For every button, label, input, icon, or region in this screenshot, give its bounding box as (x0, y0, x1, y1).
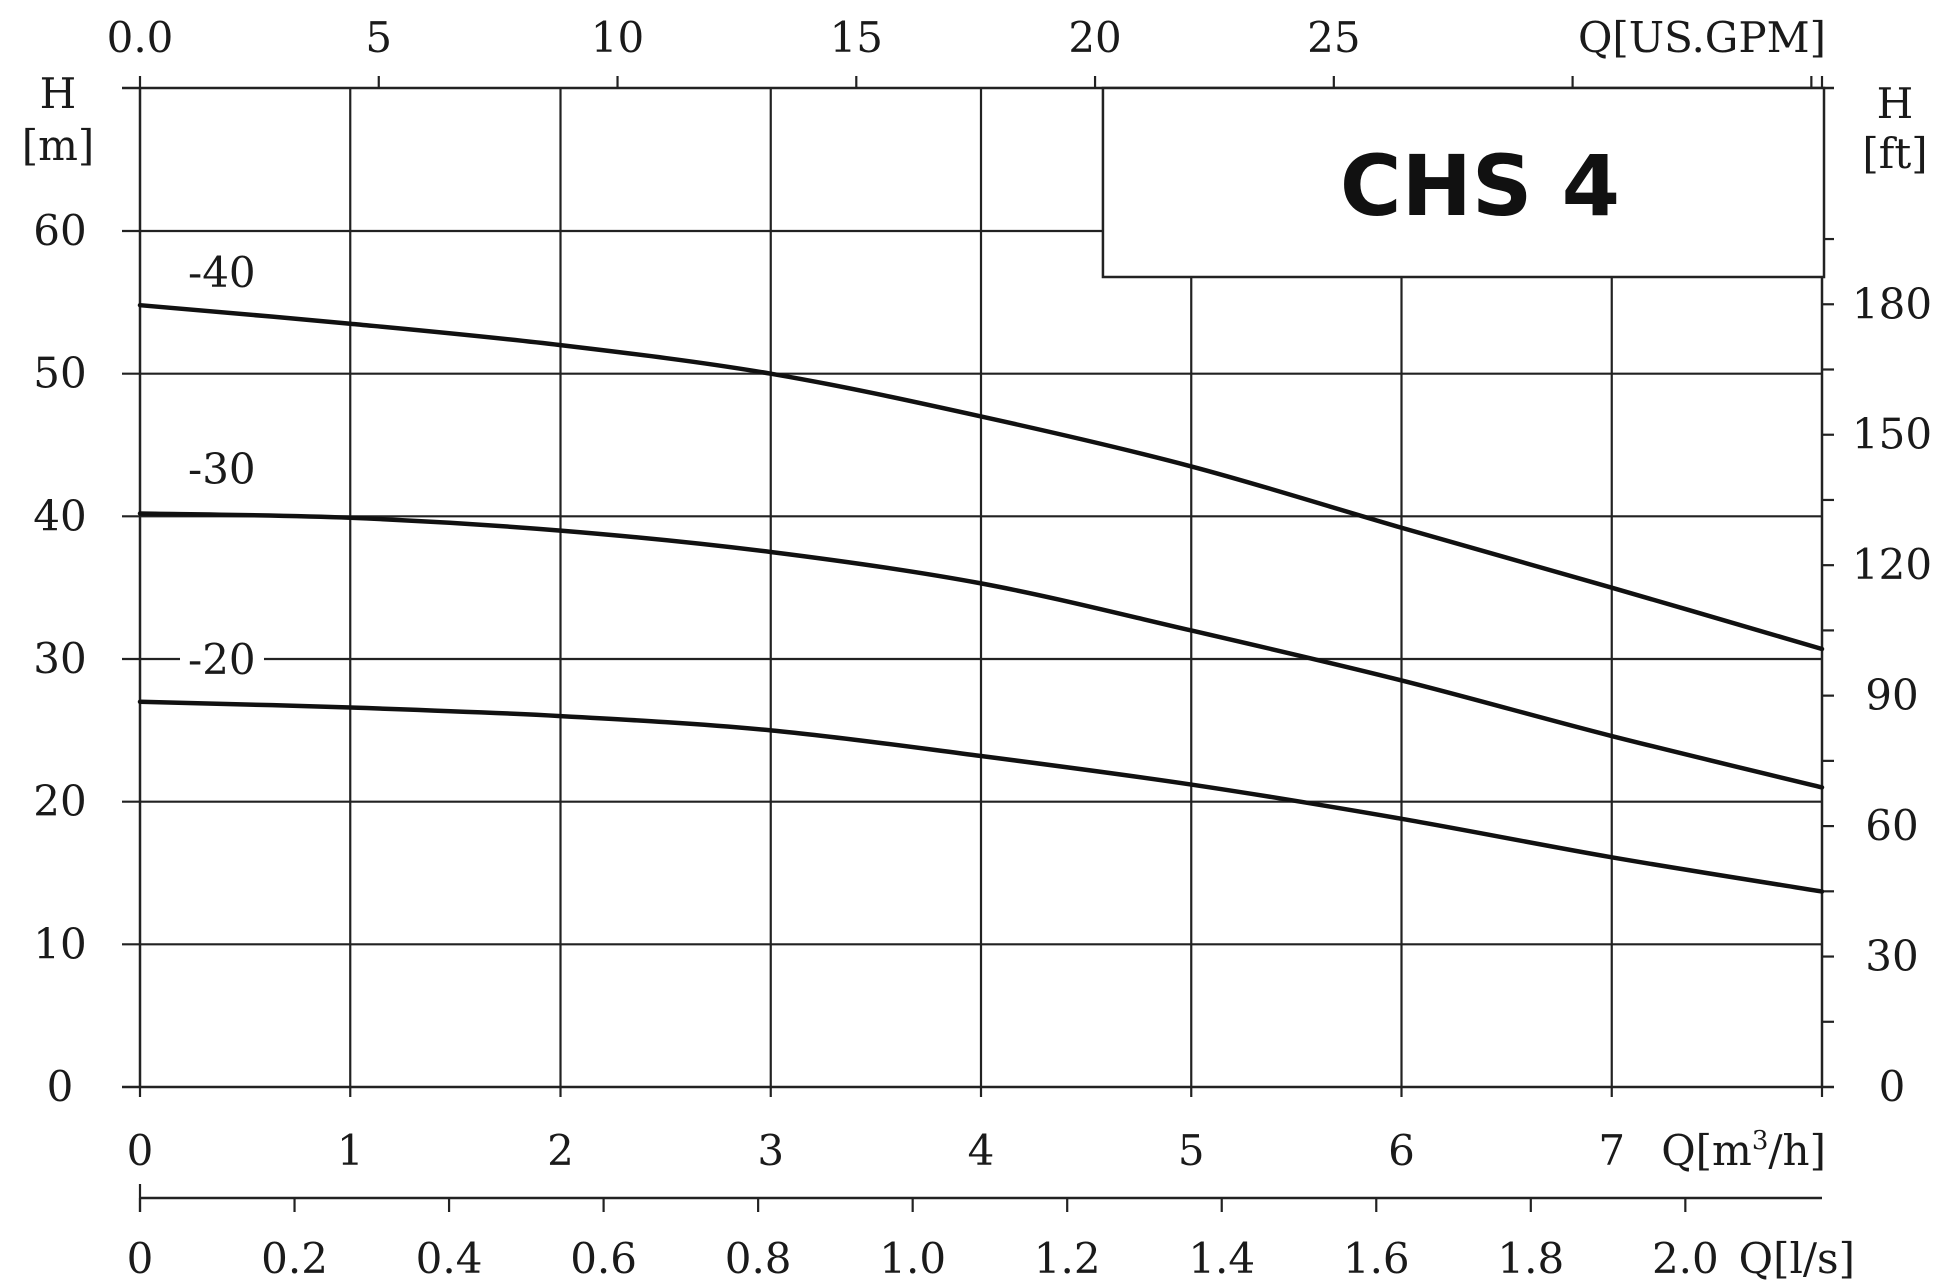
secondary-axis-tick-label: 0 (127, 1234, 154, 1283)
secondary-axis-tick-label: 1.4 (1188, 1234, 1255, 1283)
right-axis-label-unit: [ft] (1862, 129, 1927, 178)
title-box: CHS 4 (1101, 86, 1826, 279)
secondary-axis-tick-label: 0.4 (416, 1234, 483, 1283)
secondary-axis-tick-label: 1.0 (879, 1234, 946, 1283)
series-label: -30 (188, 444, 256, 493)
secondary-axis-tick-label: 1.2 (1034, 1234, 1101, 1283)
left-axis-tick-label: 0 (47, 1062, 74, 1111)
top-axis-tick-label: 15 (830, 13, 883, 62)
series-label: -20 (188, 635, 256, 684)
left-axis-tick-label: 50 (33, 349, 86, 398)
secondary-bottom-axis-label: Q[l/s] (1739, 1234, 1855, 1283)
top-axis-tick-label: 20 (1068, 13, 1121, 62)
curve-series-minus20 (137, 699, 1825, 894)
right-axis-tick-label: 150 (1852, 410, 1932, 459)
curve-series-minus40 (137, 302, 1825, 652)
top-axis-tick-label: 25 (1307, 13, 1360, 62)
secondary-axis-tick-label: 0.6 (570, 1234, 637, 1283)
right-axis-label-symbol: H (1877, 79, 1914, 128)
curves: -40 -30 -20 (137, 248, 1825, 894)
bottom-axis-tick-label: 7 (1598, 1126, 1625, 1175)
right-axis-tick-label: 30 (1865, 932, 1918, 981)
left-axis-tick-label: 60 (33, 206, 86, 255)
secondary-axis-tick-label: 0.8 (725, 1234, 792, 1283)
right-axis-tick-label: 60 (1865, 801, 1918, 850)
series-label-bg (180, 637, 264, 684)
bottom-axis-tick-label: 6 (1388, 1126, 1415, 1175)
series-label-bg (180, 447, 264, 494)
right-axis-tick-label: 120 (1852, 540, 1932, 589)
secondary-axis-tick-label: 1.6 (1343, 1234, 1410, 1283)
left-axis-label-unit: [m] (22, 121, 95, 170)
left-axis-tick-label: 10 (33, 919, 86, 968)
right-axis-tick-label: 180 (1852, 279, 1932, 328)
secondary-axis-tick-label: 2.0 (1652, 1234, 1719, 1283)
bottom-axis-tick-label: 3 (757, 1126, 784, 1175)
top-axis-label: Q[US.GPM] (1578, 13, 1826, 62)
bottom-axis-tick-label: 4 (968, 1126, 995, 1175)
title-box-frame (1101, 86, 1826, 279)
bottom-axis-label: Q[m3/h] (1661, 1126, 1826, 1175)
curve-series-minus30 (137, 511, 1825, 790)
left-axis-tick-label: 30 (33, 634, 86, 683)
left-axis-tick-label: 20 (33, 777, 86, 826)
top-axis-tick-label: 5 (365, 13, 392, 62)
top-axis-tick-label: 0.0 (107, 13, 174, 62)
bottom-axis-tick-label: 2 (547, 1126, 574, 1175)
top-axis-tick-label: 10 (591, 13, 644, 62)
series-label: -40 (188, 248, 256, 297)
bottom-axis-tick-label: 1 (337, 1126, 364, 1175)
bottom-axis-tick-label: 5 (1178, 1126, 1205, 1175)
right-axis-tick-label: 90 (1865, 671, 1918, 720)
left-axis-label-symbol: H (40, 69, 77, 118)
series-label-bg (180, 251, 264, 298)
chart-title: CHS 4 (1340, 137, 1620, 235)
left-axis-tick-label: 40 (33, 491, 86, 540)
secondary-axis-tick-label: 0.2 (261, 1234, 328, 1283)
bottom-axis-tick-label: 0 (127, 1126, 154, 1175)
right-axis-tick-label: 0 (1879, 1062, 1906, 1111)
secondary-axis-tick-label: 1.8 (1497, 1234, 1564, 1283)
